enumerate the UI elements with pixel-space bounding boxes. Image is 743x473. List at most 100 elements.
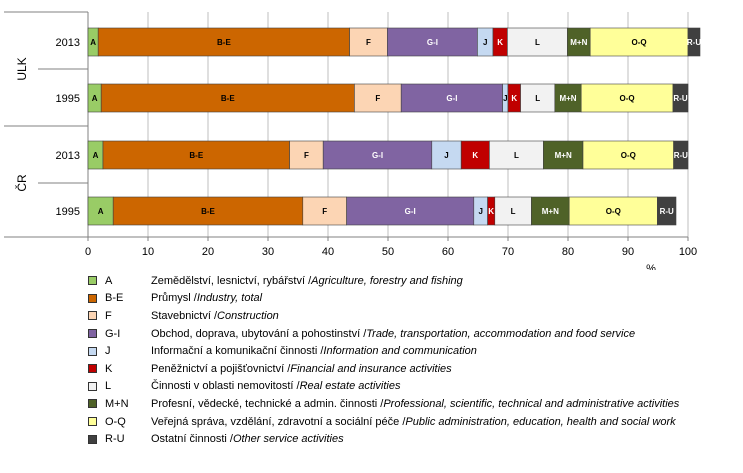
legend-swatch-icon xyxy=(88,293,97,303)
legend-label-cz: Veřejná správa, vzdělání, zdravotní a so… xyxy=(151,415,406,428)
segment-label: B-E xyxy=(201,207,215,216)
segment-label: L xyxy=(514,151,519,160)
x-tick-label: 10 xyxy=(142,246,154,258)
segment-label: F xyxy=(322,207,327,216)
bar-segment xyxy=(672,83,689,113)
bar-segment xyxy=(582,140,674,170)
legend-swatch-icon xyxy=(88,311,97,321)
legend-swatch-icon xyxy=(88,346,97,356)
bar-segment xyxy=(494,196,532,226)
segment-label: B-E xyxy=(189,151,203,160)
legend-label-en: Public administration, education, health… xyxy=(405,415,676,428)
x-tick-label: 90 xyxy=(622,246,634,258)
legend-code: K xyxy=(105,362,113,375)
legend-label-cz: Stavebnictví / xyxy=(151,309,218,322)
legend-label-cz: Ostatní činnosti / xyxy=(151,433,233,446)
legend-code: B-E xyxy=(105,292,124,305)
bar-segment xyxy=(400,83,503,113)
legend-label-en: Trade, transportation, accommodation and… xyxy=(366,327,636,340)
legend-label-en: Financial and insurance activities xyxy=(290,362,452,375)
row-year-label: 2013 xyxy=(56,150,80,162)
x-axis-label: % xyxy=(646,263,656,270)
bar-segment xyxy=(302,196,347,226)
legend-item-r-u: R-U Ostatní činnosti / Other service acti… xyxy=(87,430,737,448)
legend-code: A xyxy=(105,274,113,287)
segment-label: J xyxy=(478,207,482,216)
group-label: ULK xyxy=(15,57,29,80)
legend-item-j: J Informační a komunikační činnosti / Inf… xyxy=(87,342,737,360)
segment-label: J xyxy=(503,94,507,103)
group-label: ČR xyxy=(14,174,29,192)
row-year-label: 2013 xyxy=(56,37,80,49)
bar-segment xyxy=(673,140,689,170)
bar-segment xyxy=(568,196,658,226)
bar-segment xyxy=(387,27,478,57)
legend-label-en: Industry, total xyxy=(196,292,263,305)
segment-label: O-Q xyxy=(606,207,621,216)
segment-label: J xyxy=(444,151,448,160)
bar-segment xyxy=(489,140,544,170)
bar-segment xyxy=(322,140,433,170)
legend-item-l: L Činnosti v oblasti nemovitostí / Real e… xyxy=(87,378,737,396)
legend-code: O-Q xyxy=(105,415,126,428)
legend-label-en: Agriculture, forestry and fishing xyxy=(311,274,463,287)
segment-label: K xyxy=(488,207,494,216)
legend-swatch-icon xyxy=(88,364,97,374)
segment-label: M+N xyxy=(555,151,572,160)
legend-label-en: Information and communication xyxy=(323,345,477,358)
bar-segment xyxy=(687,27,701,57)
segment-label: J xyxy=(483,38,487,47)
legend-label-en: Other service activities xyxy=(232,433,344,446)
segment-label: A xyxy=(90,38,96,47)
segment-label: O-Q xyxy=(632,38,647,47)
segment-label: L xyxy=(535,94,540,103)
legend-item-g-i: G-I Obchod, doprava, ubytování a pohosti… xyxy=(87,325,737,343)
bar-segment xyxy=(349,27,388,57)
bar-segment xyxy=(460,140,490,170)
legend-item-f: F Stavebnictví / Construction xyxy=(87,307,737,325)
legend-swatch-icon xyxy=(88,434,97,444)
legend-swatch-icon xyxy=(88,417,97,427)
segment-label: M+N xyxy=(542,207,559,216)
x-tick-label: 40 xyxy=(322,246,334,258)
bar-segment xyxy=(657,196,677,226)
segment-label: F xyxy=(375,94,380,103)
segment-label: K xyxy=(497,38,503,47)
segment-label: G-I xyxy=(405,207,416,216)
bar-segment xyxy=(531,196,570,226)
x-tick-label: 80 xyxy=(562,246,574,258)
segment-label: O-Q xyxy=(621,151,636,160)
segment-label: A xyxy=(92,94,98,103)
segment-label: L xyxy=(535,38,540,47)
bar-segment xyxy=(97,27,350,57)
bar-segment xyxy=(87,196,114,226)
legend-code: R-U xyxy=(105,433,125,446)
row-year-label: 1995 xyxy=(56,93,80,105)
segment-label: F xyxy=(366,38,371,47)
legend-code: J xyxy=(105,345,111,358)
bar-segment xyxy=(589,27,689,57)
stacked-bar-chart: 0 10 20 30 40 50 60 70 80 90 100% ULK ČR 2013 A B-E F G-I… xyxy=(4,11,701,270)
legend-label-cz: Peněžnictví a pojišťovnictví / xyxy=(151,362,291,375)
legend-swatch-icon xyxy=(88,381,97,391)
segment-label: K xyxy=(472,151,478,160)
x-tick-label: 100 xyxy=(679,246,697,258)
x-tick-label: 70 xyxy=(502,246,514,258)
segment-label: G-I xyxy=(372,151,383,160)
row-year-label: 1995 xyxy=(56,206,80,218)
legend-item-m-n: M+N Profesní, vědecké, technické a admin… xyxy=(87,395,737,413)
segment-label: M+N xyxy=(570,38,587,47)
segment-label: R-U xyxy=(687,38,701,47)
segment-label: A xyxy=(93,151,99,160)
legend-code: G-I xyxy=(105,327,121,340)
segment-label: R-U xyxy=(674,151,688,160)
legend-label-cz: Obchod, doprava, ubytování a pohostinstv… xyxy=(151,327,367,340)
segment-label: B-E xyxy=(221,94,235,103)
segment-label: F xyxy=(304,151,309,160)
legend-code: L xyxy=(105,380,112,393)
bar-segment xyxy=(102,140,290,170)
legend-swatch-icon xyxy=(88,329,97,339)
bar-segment xyxy=(580,83,674,113)
legend-item-a: A Zemědělství, lesnictví, rybářství / Ag… xyxy=(87,272,737,290)
segment-label: K xyxy=(511,94,517,103)
